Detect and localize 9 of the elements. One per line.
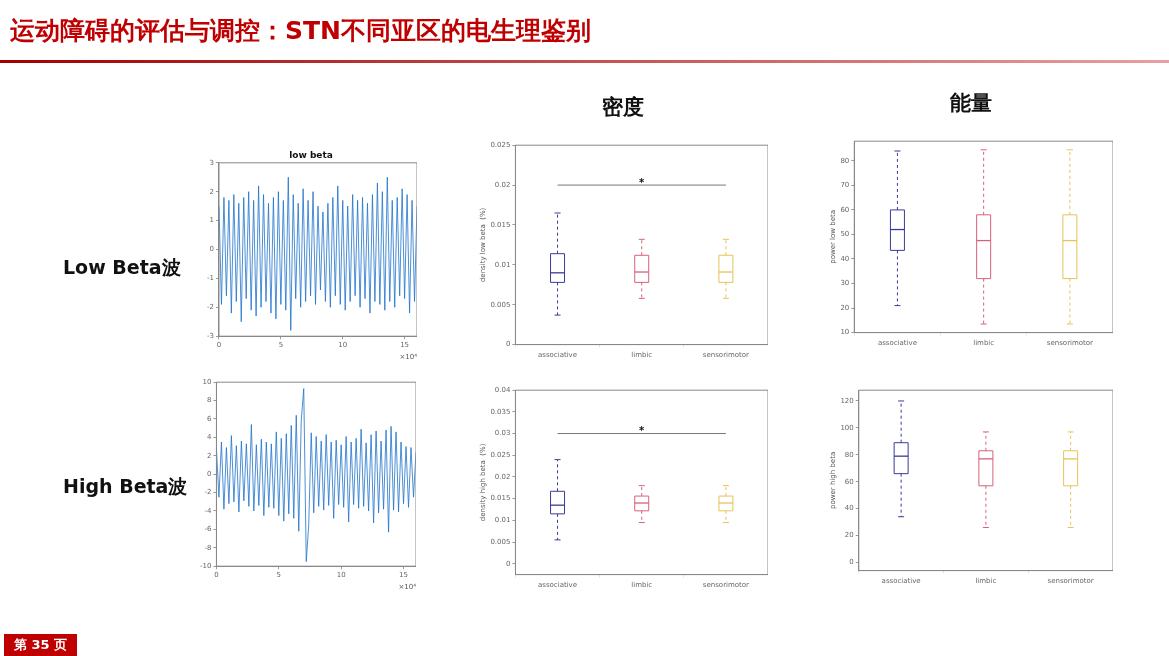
annotation: * <box>639 176 646 188</box>
chart-title: 能量 <box>949 91 992 116</box>
chart-title: 密度 <box>602 95 644 120</box>
chart-title: low beta <box>289 149 333 160</box>
text: 运动障碍的评估与调控：STN不同亚区的电生理鉴别 <box>10 15 591 47</box>
annotation: * <box>639 425 646 437</box>
text: High Beta波 <box>63 474 188 499</box>
text: Low Beta波 <box>63 255 181 280</box>
text: 第 35 页 <box>4 634 78 656</box>
